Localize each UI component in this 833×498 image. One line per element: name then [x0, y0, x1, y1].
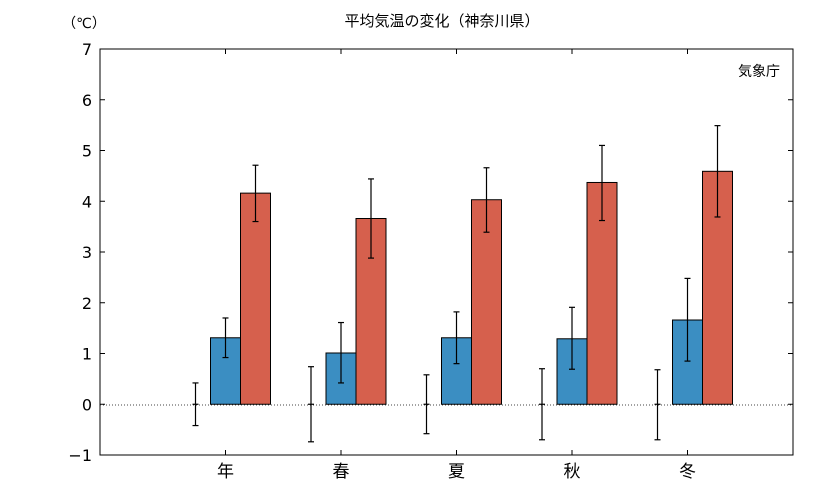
- y-tick-label: −1: [68, 446, 92, 465]
- source-label: 気象庁: [738, 64, 780, 80]
- y-tick-label: 7: [82, 40, 92, 59]
- plot-marks: [192, 125, 733, 443]
- y-tick-label: 1: [82, 345, 92, 364]
- x-tick-label: 春: [333, 462, 350, 482]
- x-tick-label: 夏: [448, 462, 465, 482]
- x-tick-label: 冬: [679, 462, 696, 482]
- y-unit-label: （℃）: [62, 16, 106, 32]
- y-tick-label: 3: [82, 243, 92, 262]
- bar: [240, 192, 271, 405]
- x-tick-label: 年: [217, 462, 234, 482]
- chart-title: 平均気温の変化（神奈川県）: [344, 12, 539, 30]
- y-tick-label: 2: [82, 294, 92, 313]
- x-axis: 年春夏秋冬: [217, 49, 696, 482]
- y-tick-label: 0: [82, 395, 92, 414]
- y-tick-label: 4: [82, 192, 92, 211]
- y-tick-label: 5: [82, 142, 92, 161]
- y-tick-label: 6: [82, 91, 92, 110]
- bar: [471, 199, 502, 405]
- x-tick-label: 秋: [564, 462, 581, 482]
- y-axis: −1 0 1 2 3 4 5 6 7: [68, 40, 793, 465]
